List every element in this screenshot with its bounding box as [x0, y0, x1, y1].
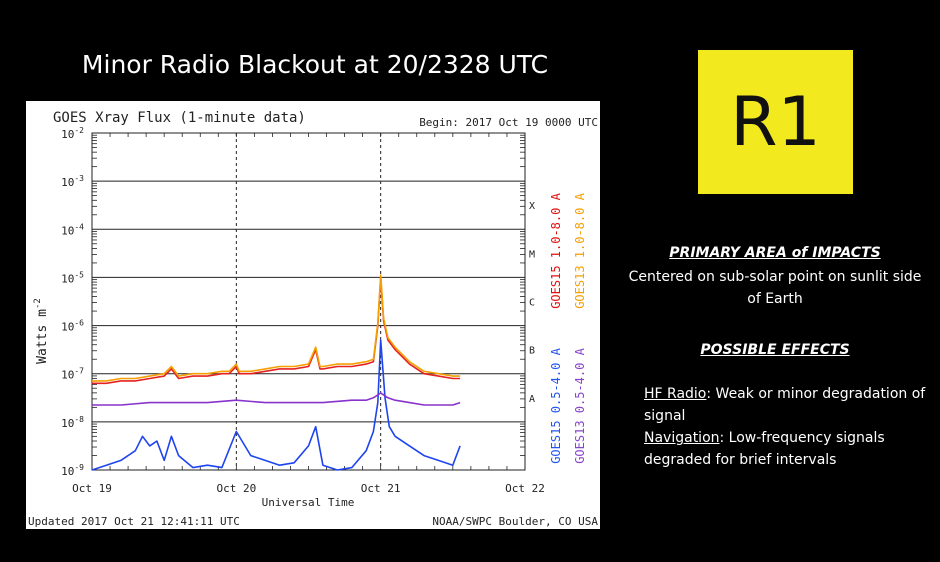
effects-list: HF Radio: Weak or minor degradation of s… [644, 383, 934, 471]
flare-class-label: M [529, 249, 535, 260]
legend-label: GOES13 1.0-8.0 A [573, 192, 587, 308]
effect-label: HF Radio [644, 386, 707, 402]
series-line [92, 276, 461, 385]
goes-xray-chart: GOES Xray Flux (1-minute data) Begin: 20… [26, 101, 600, 529]
flare-class-label: A [529, 394, 535, 405]
legend-label: GOES15 0.5-4.0 A [549, 347, 563, 463]
primary-impacts-text: Centered on sub-solar point on sunlit si… [628, 269, 922, 307]
series-line [92, 392, 461, 406]
effect-label: Navigation [644, 430, 720, 446]
chart-svg: GOES Xray Flux (1-minute data) Begin: 20… [28, 110, 598, 528]
flare-class-label: C [529, 298, 535, 309]
flare-class-label: B [529, 346, 535, 357]
y-tick-label: 10-9 [61, 463, 84, 478]
effect-hf-radio: HF Radio: Weak or minor degradation of s… [644, 383, 934, 427]
chart-title: GOES Xray Flux (1-minute data) [53, 110, 306, 126]
chart-footer-right: NOAA/SWPC Boulder, CO USA [432, 515, 598, 528]
chart-ylabel: Watts m-2 [33, 298, 50, 364]
y-tick-label: 10-4 [61, 222, 84, 237]
x-tick-label: Oct 19 [72, 482, 112, 495]
r1-badge: R1 [698, 50, 853, 194]
badge-label: R1 [730, 82, 821, 162]
chart-begin-label: Begin: 2017 Oct 19 0000 UTC [419, 116, 598, 129]
y-tick-label: 10-2 [61, 126, 84, 141]
series-line [92, 274, 461, 382]
effect-text: : Low-frequency signals degraded for bri… [644, 430, 885, 468]
legend-label: GOES15 1.0-8.0 A [549, 192, 563, 308]
y-tick-label: 10-5 [61, 270, 84, 285]
x-tick-label: Oct 22 [505, 482, 545, 495]
series-line [91, 339, 461, 471]
primary-impacts-heading: PRIMARY AREA of IMPACTS [669, 245, 881, 261]
possible-effects-heading: POSSIBLE EFFECTS [700, 342, 850, 358]
chart-xlabel: Universal Time [262, 496, 355, 509]
y-tick-label: 10-6 [61, 319, 84, 334]
x-tick-label: Oct 20 [216, 482, 256, 495]
legend-label: GOES13 0.5-4.0 A [573, 347, 587, 463]
y-tick-label: 10-8 [61, 415, 84, 430]
plot-frame [91, 132, 526, 471]
slide-title: Minor Radio Blackout at 20/2328 UTC [81, 50, 549, 79]
effect-text: : Weak or minor degradation of signal [644, 386, 926, 424]
y-tick-label: 10-3 [61, 174, 84, 189]
effect-navigation: Navigation: Low-frequency signals degrad… [644, 427, 934, 471]
flare-class-label: X [529, 201, 535, 212]
y-tick-label: 10-7 [61, 367, 84, 382]
chart-footer-left: Updated 2017 Oct 21 12:41:11 UTC [28, 515, 240, 528]
x-tick-label: Oct 21 [361, 482, 401, 495]
